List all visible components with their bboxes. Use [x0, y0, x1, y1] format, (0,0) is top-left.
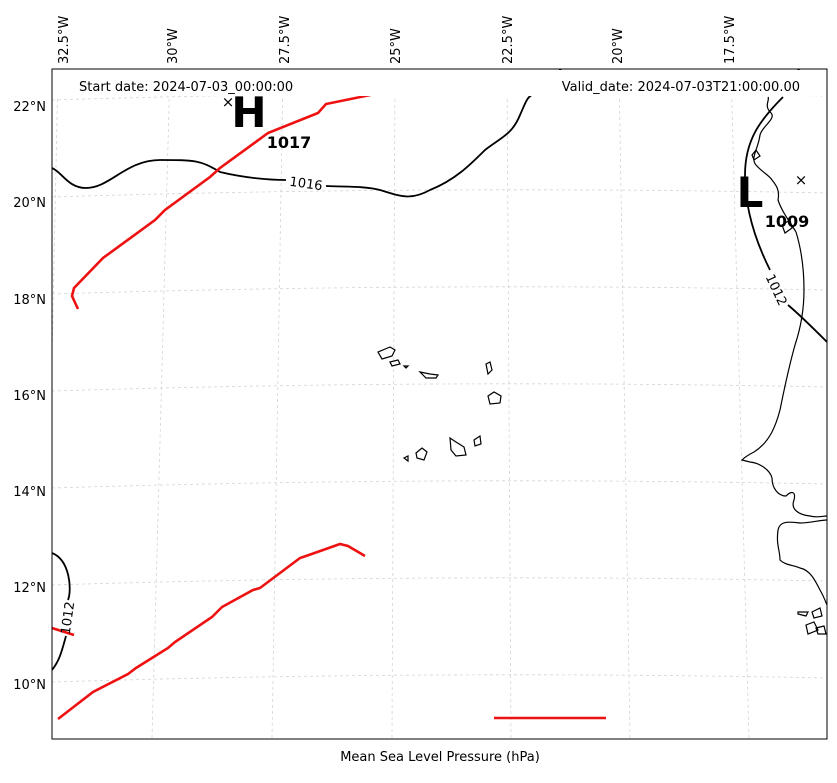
coast-islets-5 — [781, 219, 793, 234]
lon-label: 27.5°W — [278, 16, 293, 64]
coast-islets-3 — [805, 621, 819, 635]
lat-label: 16°N — [13, 389, 46, 404]
axis-title: Mean Sea Level Pressure (hPa) — [340, 750, 540, 765]
high-cross-marker: × — [222, 93, 235, 111]
lon-labels: 32.5°W 30°W 27.5°W 25°W 22.5°W 20°W 17.5… — [57, 16, 738, 64]
island-santo-antao — [377, 346, 396, 360]
low-pressure-letter: L — [737, 168, 764, 217]
lat-label: 14°N — [13, 485, 46, 500]
fronts — [52, 91, 606, 721]
high-pressure-letter: H — [231, 88, 266, 137]
isobar-1012-east — [744, 96, 827, 343]
lon-label: 30°W — [166, 28, 181, 64]
island-sal — [485, 361, 493, 376]
lon-label: 17.5°W — [723, 16, 738, 64]
contour-label-1012-west: 1012 — [59, 601, 78, 636]
coast-islets-2 — [811, 607, 823, 619]
island-santa-luzia — [402, 365, 410, 369]
lon-label: 25°W — [389, 28, 404, 64]
lon-label: 22.5°W — [501, 16, 516, 64]
island-santiago — [449, 436, 467, 457]
coast-islets-1 — [797, 611, 809, 617]
isobar-1016 — [52, 94, 533, 198]
contour-label-1016: 1016 — [289, 175, 324, 194]
lat-label: 20°N — [13, 196, 46, 211]
isobar-1012-west — [52, 552, 71, 671]
graticule — [52, 69, 827, 739]
lon-label: 20°W — [611, 28, 626, 64]
start-date-label: Start date: 2024-07-03_00:00:00 — [79, 80, 293, 95]
lat-labels: 22°N 20°N 18°N 16°N 14°N 12°N 10°N — [13, 100, 46, 693]
low-pressure-value: 1009 — [765, 212, 810, 231]
lat-label: 12°N — [13, 581, 46, 596]
island-boa-vista — [487, 391, 502, 405]
plot-frame — [51, 68, 828, 740]
low-cross-marker: × — [795, 171, 808, 189]
coast-gambia-guinea — [776, 519, 827, 606]
coast-islets-4 — [815, 625, 827, 635]
island-sao-nicolau — [418, 371, 440, 379]
plot-area — [52, 69, 827, 739]
lat-label: 18°N — [13, 293, 46, 308]
coast-cape-verde-pt — [751, 148, 761, 161]
island-maio — [473, 434, 482, 447]
front-north — [70, 91, 381, 310]
lat-label: 22°N — [13, 100, 46, 115]
valid-date-label: Valid_date: 2024-07-03T21:00:00.00 — [562, 80, 800, 95]
high-pressure-value: 1017 — [267, 133, 312, 152]
cape-verde-islands — [377, 346, 502, 463]
african-coastline — [740, 96, 827, 635]
island-sao-vicente — [389, 359, 401, 367]
header-band — [53, 70, 826, 96]
front-south — [57, 542, 366, 721]
front-stub-west — [52, 626, 75, 637]
lat-label: 10°N — [13, 678, 46, 693]
lon-label: 32.5°W — [57, 16, 72, 64]
island-fogo — [415, 447, 428, 461]
island-brava — [402, 455, 409, 463]
